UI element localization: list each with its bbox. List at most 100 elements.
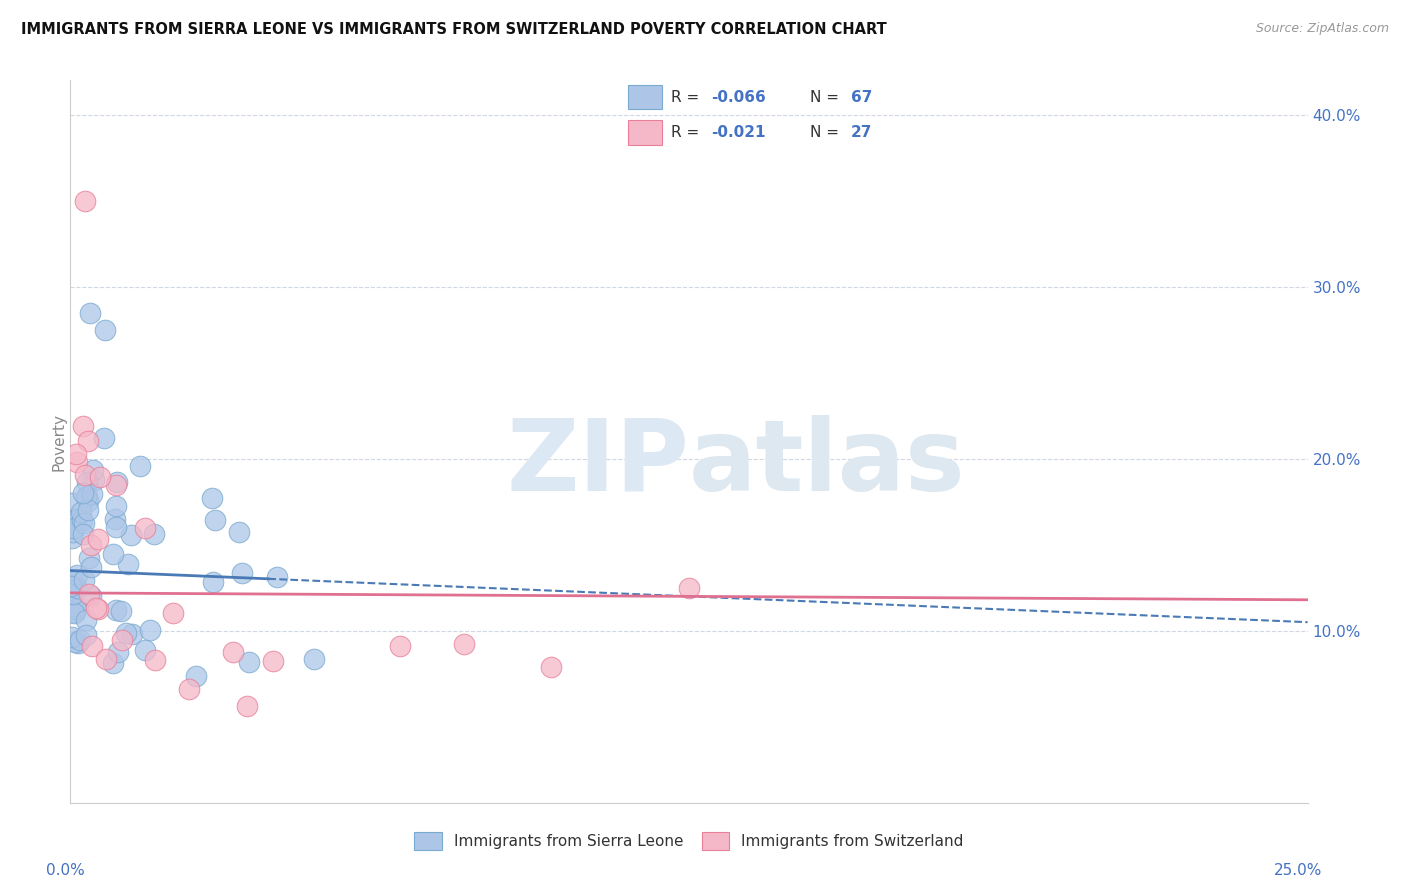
- Point: [103, 547, 125, 561]
- Point: [63, 578, 86, 592]
- Point: [89, 470, 111, 484]
- Point: [75, 194, 97, 208]
- FancyBboxPatch shape: [628, 85, 662, 109]
- Point: [104, 520, 127, 534]
- Point: [65, 447, 87, 461]
- Point: [76, 503, 98, 517]
- Point: [76, 490, 98, 504]
- Point: [70, 505, 93, 519]
- Point: [65, 513, 87, 527]
- FancyBboxPatch shape: [628, 120, 662, 145]
- Point: [162, 606, 184, 620]
- Point: [105, 500, 128, 514]
- Point: [77, 587, 100, 601]
- Point: [143, 653, 166, 667]
- Point: [65, 455, 87, 469]
- Point: [82, 463, 104, 477]
- Point: [63, 634, 86, 648]
- Point: [62, 587, 84, 601]
- Point: [60, 579, 83, 593]
- Point: [66, 568, 89, 582]
- Point: [60, 495, 83, 509]
- Point: [79, 305, 101, 319]
- Text: atlas: atlas: [689, 415, 966, 512]
- Point: [94, 323, 117, 337]
- Point: [388, 639, 411, 653]
- Point: [304, 651, 326, 665]
- Point: [80, 560, 103, 574]
- Text: R =: R =: [671, 89, 704, 104]
- Point: [107, 475, 129, 489]
- Point: [117, 557, 139, 571]
- Text: IMMIGRANTS FROM SIERRA LEONE VS IMMIGRANTS FROM SWITZERLAND POVERTY CORRELATION : IMMIGRANTS FROM SIERRA LEONE VS IMMIGRAN…: [21, 22, 887, 37]
- Point: [236, 698, 259, 713]
- Text: -0.066: -0.066: [711, 89, 766, 104]
- Text: Source: ZipAtlas.com: Source: ZipAtlas.com: [1256, 22, 1389, 36]
- Point: [110, 604, 132, 618]
- Point: [73, 574, 96, 588]
- Y-axis label: Poverty: Poverty: [52, 412, 66, 471]
- Point: [221, 645, 243, 659]
- Text: N =: N =: [810, 89, 844, 104]
- Point: [77, 493, 100, 508]
- Point: [79, 550, 101, 565]
- Point: [453, 637, 475, 651]
- Point: [75, 613, 97, 627]
- Point: [76, 434, 98, 448]
- Point: [63, 577, 86, 591]
- Point: [142, 527, 165, 541]
- Point: [202, 574, 225, 589]
- Point: [62, 574, 84, 589]
- Text: R =: R =: [671, 125, 704, 140]
- Point: [678, 581, 700, 595]
- Point: [238, 655, 260, 669]
- Point: [72, 419, 94, 434]
- Point: [60, 531, 83, 545]
- Point: [134, 643, 156, 657]
- Point: [73, 468, 96, 483]
- Point: [93, 431, 115, 445]
- Point: [228, 524, 250, 539]
- Point: [104, 512, 127, 526]
- Point: [75, 628, 97, 642]
- Point: [70, 513, 93, 527]
- Text: 27: 27: [851, 125, 872, 140]
- Point: [72, 527, 94, 541]
- Text: 25.0%: 25.0%: [1274, 863, 1323, 878]
- Point: [76, 475, 98, 490]
- Text: -0.021: -0.021: [711, 125, 766, 140]
- Point: [72, 485, 94, 500]
- Point: [63, 605, 86, 619]
- Point: [75, 490, 97, 504]
- Point: [120, 528, 142, 542]
- Point: [80, 589, 103, 603]
- Point: [83, 473, 105, 487]
- Point: [134, 520, 156, 534]
- Point: [107, 645, 129, 659]
- Point: [204, 513, 226, 527]
- Point: [65, 512, 87, 526]
- Point: [84, 601, 107, 615]
- Point: [231, 566, 253, 580]
- Text: 0.0%: 0.0%: [45, 863, 84, 878]
- Point: [87, 602, 110, 616]
- Point: [139, 624, 162, 638]
- Point: [80, 538, 103, 552]
- Text: 67: 67: [851, 89, 872, 104]
- Point: [80, 639, 103, 653]
- Point: [115, 626, 138, 640]
- Point: [179, 681, 201, 696]
- Point: [121, 627, 143, 641]
- Point: [262, 654, 284, 668]
- Point: [65, 599, 87, 613]
- Point: [101, 657, 124, 671]
- Point: [186, 669, 208, 683]
- Point: [62, 607, 84, 621]
- Point: [104, 602, 127, 616]
- Point: [201, 491, 224, 505]
- Point: [266, 570, 288, 584]
- Legend: Immigrants from Sierra Leone, Immigrants from Switzerland: Immigrants from Sierra Leone, Immigrants…: [408, 826, 970, 856]
- Point: [94, 652, 117, 666]
- Point: [60, 630, 83, 644]
- Point: [62, 524, 84, 539]
